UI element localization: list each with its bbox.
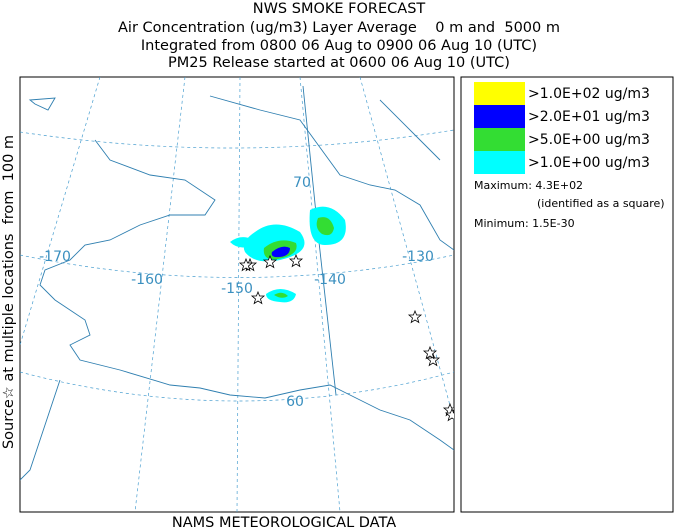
longitude-label: -140 — [314, 272, 346, 288]
source-label: Source☆ at multiple locations from 100 m — [1, 135, 17, 449]
legend-swatch — [474, 105, 525, 128]
legend-label: >1.0E+00 ug/m3 — [528, 155, 650, 171]
graticule — [134, 77, 186, 512]
title: NWS SMOKE FORECAST — [253, 1, 426, 17]
footer: NAMS METEOROLOGICAL DATA — [172, 515, 396, 531]
latitude-label: 60 — [286, 394, 304, 410]
legend: Maximum: 4.3E+02 (identified as a square… — [460, 76, 674, 513]
graticule — [20, 254, 454, 278]
map-frame — [19, 76, 455, 513]
maximum-note: (identified as a square) — [537, 197, 665, 210]
legend-label: >1.0E+02 ug/m3 — [528, 86, 650, 102]
longitude-label: -170 — [39, 249, 71, 265]
legend-swatch — [474, 151, 525, 174]
maximum: Maximum: 4.3E+02 — [474, 179, 583, 192]
legend-swatch — [474, 82, 525, 105]
graticule — [20, 371, 454, 402]
longitude-label: -160 — [131, 272, 163, 288]
map: -170 -160 -150 -140 -130 70 60 — [19, 76, 455, 513]
plume — [316, 217, 334, 236]
legend-label: >5.0E+00 ug/m3 — [528, 132, 650, 148]
sources — [239, 254, 454, 421]
header: NWS SMOKE FORECAST Air Concentration (ug… — [118, 1, 560, 71]
graticule — [20, 77, 101, 346]
latitude-label: 70 — [293, 175, 311, 191]
subtitle: PM25 Release started at 0600 06 Aug 10 (… — [168, 55, 510, 71]
coastline — [20, 95, 454, 481]
legend-label: >2.0E+01 ug/m3 — [528, 109, 650, 125]
plume — [274, 292, 288, 298]
subtitle: Air Concentration (ug/m3) Layer Average … — [118, 20, 560, 36]
minimum: Minimum: 1.5E-30 — [474, 217, 575, 230]
graticule — [299, 77, 341, 512]
graticule — [236, 77, 241, 512]
subtitle: Integrated from 0800 06 Aug to 0900 06 A… — [141, 38, 537, 54]
longitude-label: -130 — [402, 249, 434, 265]
legend-swatch — [474, 128, 525, 151]
plume — [271, 246, 290, 258]
longitude-label: -150 — [221, 281, 253, 297]
graticule — [359, 77, 454, 421]
